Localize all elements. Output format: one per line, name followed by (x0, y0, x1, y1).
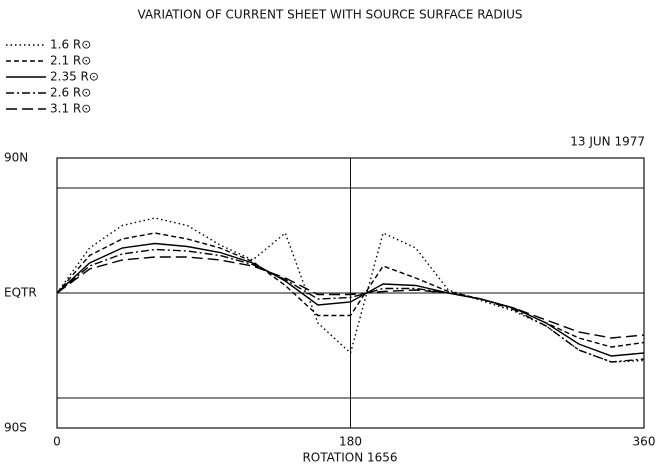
legend-label: 2.35 R⊙ (50, 70, 99, 84)
annotation: 13 JUN 1977 (570, 135, 645, 149)
y-tick-label: 90S (4, 421, 27, 435)
x-tick-label: 0 (53, 435, 61, 449)
legend-label: 2.1 R⊙ (50, 54, 91, 68)
legend-label: 3.1 R⊙ (50, 102, 91, 116)
legend-label: 1.6 R⊙ (50, 38, 91, 52)
x-tick-label: 180 (339, 435, 362, 449)
chart-title: VARIATION OF CURRENT SHEET WITH SOURCE S… (137, 8, 522, 22)
legend-label: 2.6 R⊙ (50, 86, 91, 100)
y-tick-label: 90N (4, 151, 28, 165)
x-tick-label: 360 (633, 435, 656, 449)
series-line (56, 256, 645, 339)
y-tick-label: EQTR (4, 286, 37, 300)
series-line (56, 248, 645, 363)
x-axis-label: ROTATION 1656 (302, 451, 397, 465)
series-line (56, 242, 645, 357)
